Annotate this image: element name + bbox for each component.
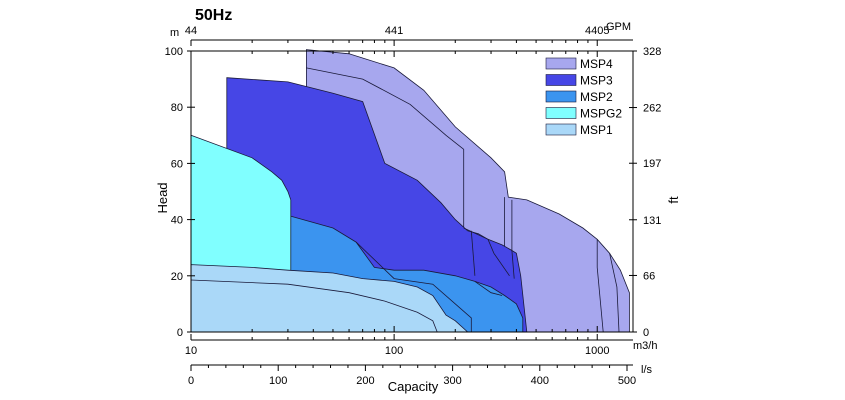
ft-tick-label: 0 xyxy=(643,327,649,339)
series-msp3-curve-3 xyxy=(511,250,515,279)
series-msp3-curve-2 xyxy=(470,230,476,276)
legend-label-msp4: MSP4 xyxy=(580,57,613,71)
ft-tick-label: 328 xyxy=(643,46,661,58)
series-msp2-curve-2 xyxy=(474,281,503,296)
y-tick-label: 100 xyxy=(165,46,183,58)
plot-area xyxy=(190,49,630,333)
legend-label-mspg2: MSPG2 xyxy=(580,107,622,121)
left-axis-unit: m xyxy=(170,27,179,39)
y-tick-label: 20 xyxy=(171,271,183,283)
series-msp4-curve-5 xyxy=(609,253,620,333)
legend-swatch-msp3 xyxy=(545,74,577,86)
gpm-tick-label: 44 xyxy=(185,25,197,37)
x-tick-label: 1000 xyxy=(585,345,609,357)
ls-tick-label: 200 xyxy=(356,375,374,387)
second-bottom-axis-unit: l/s xyxy=(641,364,653,376)
gpm-tick-label: 4405 xyxy=(585,25,609,37)
legend-swatch-msp1 xyxy=(545,123,577,136)
y-tick-label: 40 xyxy=(171,215,183,227)
legend-swatch-msp2 xyxy=(545,90,577,103)
legend-label-msp2: MSP2 xyxy=(580,90,613,104)
ls-tick-label: 400 xyxy=(531,375,549,387)
series-msp4-curve-1 xyxy=(306,67,465,245)
gpm-tick-label: 441 xyxy=(385,25,403,37)
plot-frame xyxy=(190,50,634,333)
series-msp2-curve-1 xyxy=(355,241,472,332)
bottom-axis-unit: m3/h xyxy=(633,340,657,352)
ft-tick-label: 131 xyxy=(643,215,661,227)
x-axis-label: Capacity xyxy=(388,379,439,394)
legend-swatch-mspg2 xyxy=(545,107,577,119)
ls-tick-label: 500 xyxy=(618,375,636,387)
legend-label-msp3: MSP3 xyxy=(580,74,613,88)
y-tick-label: 80 xyxy=(171,102,183,114)
x-tick-label: 100 xyxy=(385,345,403,357)
ft-tick-label: 197 xyxy=(643,158,661,170)
ft-tick-label: 66 xyxy=(643,270,655,282)
series-msp4-curve-4 xyxy=(596,239,604,333)
y-tick-label: 60 xyxy=(171,158,183,170)
legend: MSP4 MSP3 MSP2 MSPG2 MSP1 xyxy=(545,57,622,137)
legend-swatch-msp4 xyxy=(545,57,577,70)
series-msp3-curve-1 xyxy=(463,227,510,277)
top-axis-unit: GPM xyxy=(606,21,631,33)
series-msp1-curve-1 xyxy=(190,279,438,333)
ls-tick-label: 0 xyxy=(188,375,194,387)
right-axis-label: ft xyxy=(666,196,681,204)
ft-tick-label: 262 xyxy=(643,103,661,115)
x-tick-label: 10 xyxy=(185,345,197,357)
chart-title: 50Hz xyxy=(195,7,232,24)
ls-tick-label: 300 xyxy=(443,375,461,387)
legend-label-msp1: MSP1 xyxy=(580,123,613,137)
y-axis-label: Head xyxy=(155,182,170,213)
ls-tick-label: 100 xyxy=(269,375,287,387)
y-tick-label: 0 xyxy=(177,327,183,339)
